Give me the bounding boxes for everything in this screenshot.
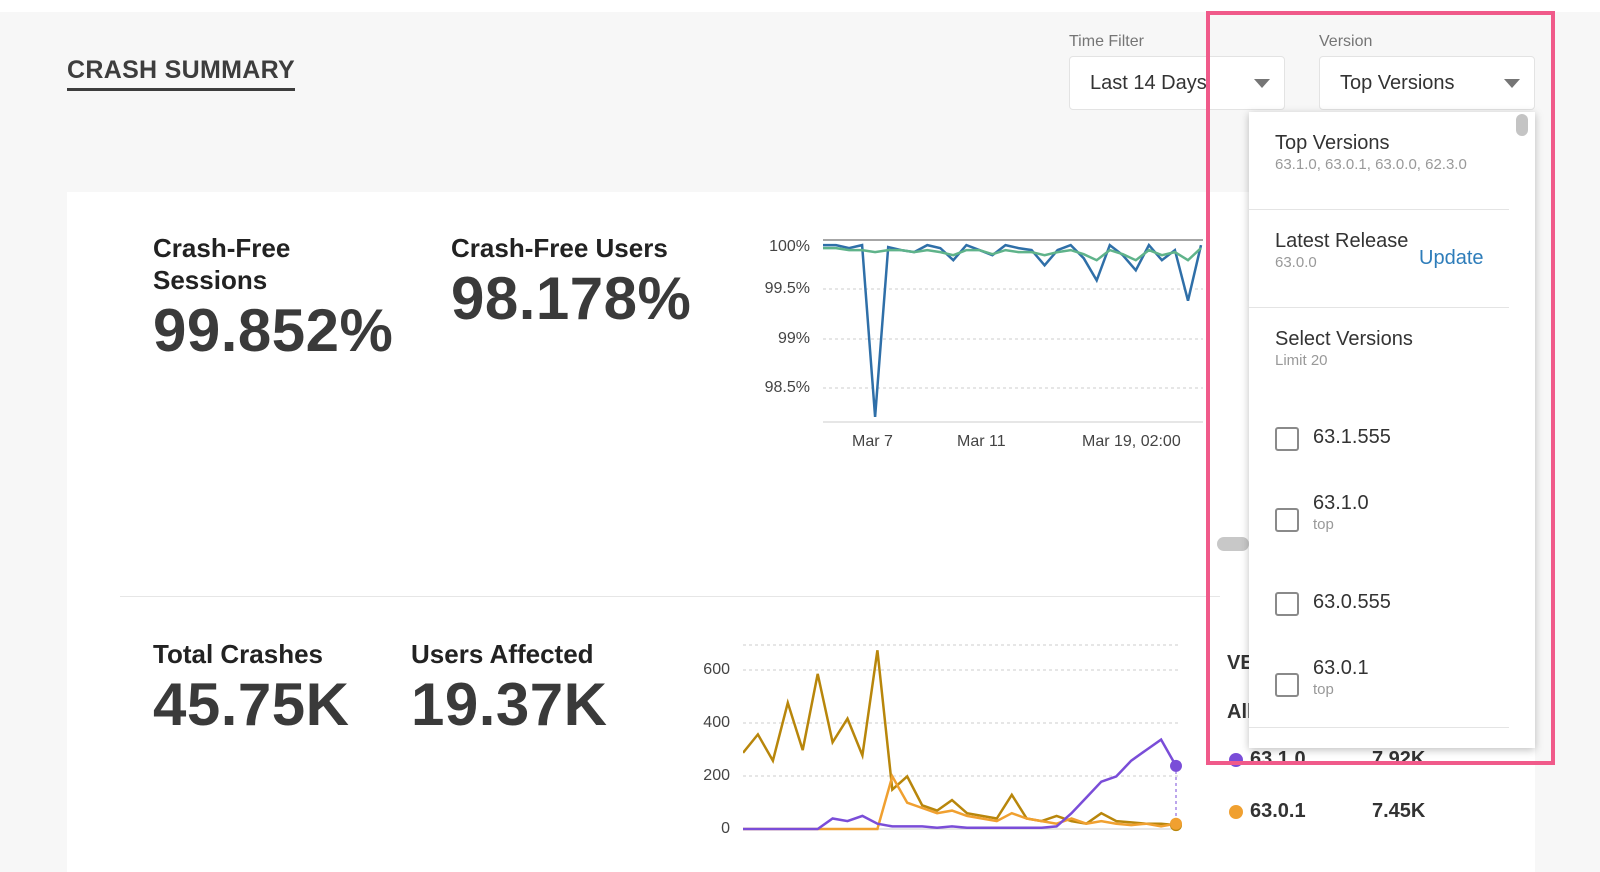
option-subtitle: 63.1.0, 63.0.1, 63.0.0, 62.3.0: [1275, 156, 1467, 173]
select-versions-section: Select Versions Limit 20 63.1.555 63.1.0…: [1249, 307, 1509, 728]
legend-count: 7.45K: [1372, 800, 1426, 822]
version-option[interactable]: 63.1.0 top: [1275, 492, 1505, 533]
version-dropdown-menu: Top Versions 63.1.0, 63.0.1, 63.0.0, 62.…: [1249, 112, 1535, 748]
crash-free-users-value: 98.178%: [451, 265, 692, 332]
total-crashes-value: 45.75K: [153, 671, 350, 738]
version-label: 63.1.555: [1313, 426, 1391, 448]
option-latest-release[interactable]: Latest Release 63.0.0: [1249, 209, 1509, 308]
version-header-partial: VE: [1227, 652, 1254, 674]
series-dot-icon: [1229, 805, 1243, 819]
series-line: [743, 650, 1177, 827]
option-top-versions[interactable]: Top Versions 63.1.0, 63.0.1, 63.0.0, 62.…: [1249, 112, 1509, 210]
version-tag: top: [1313, 516, 1334, 533]
legend-version: 63.0.1: [1250, 800, 1306, 822]
x-tick: Mar 7: [852, 433, 893, 450]
x-tick: Mar 11: [957, 433, 1006, 450]
version-option[interactable]: 63.1.555: [1275, 425, 1505, 465]
option-title: Latest Release: [1275, 230, 1409, 252]
scroll-thumb-horizontal[interactable]: [1217, 537, 1249, 551]
series-end-point: [1170, 759, 1182, 772]
version-option[interactable]: 63.0.1 top: [1275, 657, 1505, 698]
total-crashes-label: Total Crashes: [153, 639, 324, 669]
series-line: [823, 242, 1203, 417]
time-filter-label: Time Filter: [1069, 33, 1144, 50]
option-title: Top Versions: [1275, 132, 1390, 154]
series-line: [743, 773, 1177, 831]
section-divider: [120, 596, 1220, 597]
highlight-box: [1206, 11, 1555, 765]
crashes-chart: [743, 644, 1182, 832]
y-tick: 98.5%: [764, 379, 810, 396]
checkbox[interactable]: [1275, 427, 1299, 451]
chevron-down-icon: [1504, 79, 1520, 88]
y-tick: 100%: [769, 238, 810, 255]
y-tick: 200: [703, 767, 730, 784]
version-tag: top: [1313, 681, 1334, 698]
time-filter-value: Last 14 Days: [1090, 72, 1207, 94]
chevron-down-icon: [1254, 79, 1270, 88]
top-band: [0, 0, 1600, 12]
users-affected-value: 19.37K: [411, 671, 608, 738]
crash-free-sessions-label: Crash-Free Sessions: [153, 233, 291, 295]
section-title: Select Versions: [1275, 328, 1413, 350]
crash-free-chart: [823, 239, 1203, 423]
y-tick: 99.5%: [764, 280, 810, 297]
all-row-partial: All: [1227, 701, 1253, 723]
dropdown-scrollbar[interactable]: [1515, 112, 1529, 142]
y-tick: 600: [703, 661, 730, 678]
page-title: CRASH SUMMARY: [67, 56, 295, 91]
version-filter-select[interactable]: Top Versions: [1319, 56, 1535, 110]
crash-free-users-label: Crash-Free Users: [451, 233, 668, 263]
crash-free-sessions-value: 99.852%: [153, 297, 394, 364]
version-filter-value: Top Versions: [1340, 72, 1455, 94]
y-tick: 0: [721, 820, 730, 837]
time-filter-select[interactable]: Last 14 Days: [1069, 56, 1285, 110]
checkbox[interactable]: [1275, 673, 1299, 697]
option-subtitle: 63.0.0: [1275, 254, 1317, 271]
checkbox[interactable]: [1275, 508, 1299, 532]
series-line: [743, 737, 1178, 831]
version-label: 63.0.555: [1313, 591, 1391, 613]
series-line: [823, 246, 1202, 262]
version-label: 63.0.1: [1313, 657, 1369, 679]
x-tick: Mar 19, 02:00: [1082, 433, 1181, 450]
version-option[interactable]: 63.0.555: [1275, 590, 1505, 630]
checkbox[interactable]: [1275, 592, 1299, 616]
y-tick: 99%: [777, 330, 810, 347]
section-subtitle: Limit 20: [1275, 352, 1328, 369]
version-label: 63.1.0: [1313, 492, 1369, 514]
users-affected-label: Users Affected: [411, 639, 594, 669]
version-filter-label: Version: [1319, 33, 1373, 50]
series-end-point: [1170, 817, 1182, 830]
y-tick: 400: [703, 714, 730, 731]
update-link[interactable]: Update: [1419, 247, 1484, 269]
